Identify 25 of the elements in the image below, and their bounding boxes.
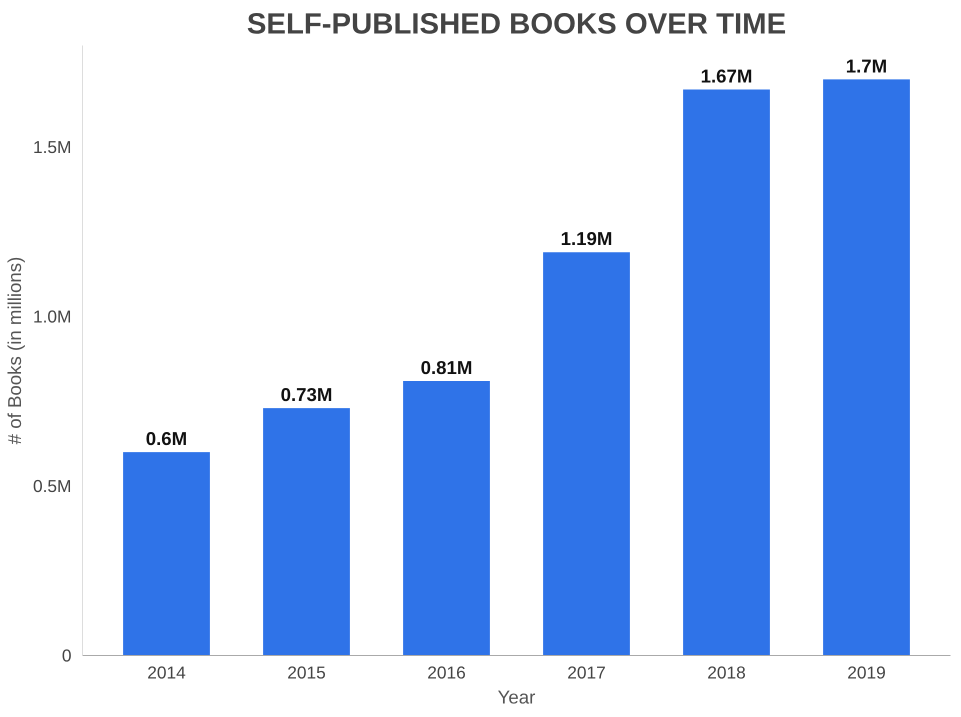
x-tick-label: 2018 <box>707 662 746 682</box>
data-label: 0.81M <box>420 357 472 378</box>
bar <box>683 90 770 656</box>
x-tick-label: 2015 <box>287 662 326 682</box>
x-tick-label: 2014 <box>147 662 186 682</box>
bar <box>823 79 910 656</box>
data-label: 1.19M <box>560 228 612 250</box>
data-label: 0.73M <box>280 384 332 406</box>
bar <box>403 381 490 656</box>
data-label: 0.6M <box>146 428 188 450</box>
data-label: 1.7M <box>846 55 888 76</box>
bar <box>543 252 630 656</box>
bar <box>123 452 210 656</box>
x-tick-label: 2017 <box>567 662 606 682</box>
y-tick-label: 1.5M <box>32 137 72 158</box>
y-tick-label: 0 <box>62 646 72 666</box>
x-axis-title: Year <box>498 686 536 708</box>
bar <box>263 408 350 656</box>
data-label: 1.67M <box>700 66 752 87</box>
chart-title: SELF-PUBLISHED BOOKS OVER TIME <box>246 8 786 40</box>
x-tick-label: 2016 <box>427 662 466 682</box>
x-tick-label: 2019 <box>847 662 886 682</box>
y-tick-label: 0.5M <box>32 476 72 496</box>
y-tick-label: 1.0M <box>32 306 72 327</box>
y-axis-title: # of Books (in millions) <box>4 256 25 444</box>
